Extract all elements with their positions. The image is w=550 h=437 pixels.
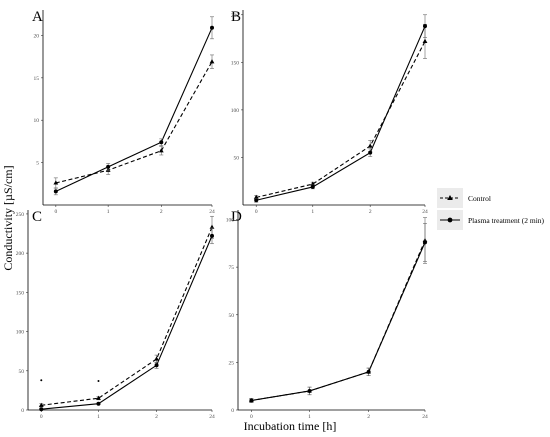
panel-b-point-circle-3 bbox=[423, 24, 427, 29]
panel-c-ytick-label-2: 100 bbox=[16, 330, 25, 336]
panel-b-series-line bbox=[256, 25, 426, 201]
panel-b-xtick-label-0: 0 bbox=[255, 209, 258, 215]
legend: Control Plasma treatment (2 min) bbox=[437, 188, 545, 230]
panel-b-point-circle-0 bbox=[254, 198, 259, 203]
panel-c-point-circle-0 bbox=[39, 407, 44, 412]
panel-d-series-control bbox=[248, 217, 428, 403]
panel-a-ytick-label-1: 10 bbox=[34, 118, 40, 124]
legend-label-control: Control bbox=[468, 194, 491, 203]
panel-b-letter: B bbox=[231, 9, 241, 25]
panel-c-xtick-label-2: 2 bbox=[155, 414, 158, 420]
panel-d-ytick-label-4: 100 bbox=[226, 218, 235, 224]
panel-b-xtick-label-1: 1 bbox=[311, 209, 314, 215]
panel-b-series-control bbox=[253, 23, 428, 200]
panel-b-xtick-label-3: 24 bbox=[422, 209, 428, 215]
panel-a-xtick-label-1: 1 bbox=[107, 209, 110, 215]
panel-d-point-circle-0 bbox=[249, 398, 254, 403]
panel-d-ytick-label-2: 50 bbox=[229, 313, 235, 319]
panel-a-ytick-label-2: 15 bbox=[34, 76, 40, 82]
panel-d-point-circle-1 bbox=[307, 388, 312, 393]
panel-b-ytick-label-3: 200 bbox=[231, 13, 240, 19]
panel-a-ytick-label-0: 5 bbox=[36, 161, 39, 167]
panel-d-xtick-label-0: 0 bbox=[250, 414, 253, 420]
panel-a-series-line bbox=[55, 61, 213, 184]
panel-d-point-circle-2 bbox=[366, 369, 371, 374]
panel-a-xtick-label-3: 24 bbox=[209, 209, 215, 215]
panel-b-ytick-label-2: 150 bbox=[231, 60, 240, 66]
panel-c-series-line bbox=[41, 235, 213, 410]
panel-c-ytick-label-1: 50 bbox=[19, 369, 25, 375]
panel-d-xtick-label-3: 24 bbox=[422, 414, 428, 420]
panel-d-xtick-label-2: 2 bbox=[367, 414, 370, 420]
panel-d-point-circle-3 bbox=[423, 240, 427, 245]
panel-a-point-circle-2 bbox=[159, 140, 164, 145]
panel-b-point-triangle-2 bbox=[367, 143, 373, 148]
panel-a-series-control bbox=[53, 54, 215, 189]
panel-d-xtick-label-1: 1 bbox=[308, 414, 311, 420]
legend-label-plasma: Plasma treatment (2 min) bbox=[468, 216, 545, 225]
panel-c-xtick-label-1: 1 bbox=[97, 414, 100, 420]
panel-c-series-line bbox=[41, 227, 213, 406]
panel-d-series-line bbox=[251, 240, 426, 402]
panel-c-ytick-label-3: 150 bbox=[16, 290, 25, 296]
panel-c-series-plasma bbox=[39, 227, 214, 412]
panel-a-point-circle-3 bbox=[210, 25, 214, 30]
panel-d-series-plasma bbox=[249, 223, 427, 403]
panel-a-point-circle-0 bbox=[53, 189, 58, 194]
panel-c: C 0 50 100 150 200 250 0 1 2 24 bbox=[16, 209, 215, 420]
panel-c-point-circle-1 bbox=[96, 401, 101, 406]
panel-c-outlier-1 bbox=[97, 379, 100, 382]
panel-d-ytick-label-3: 75 bbox=[229, 265, 235, 271]
panel-c-ytick-label-0: 0 bbox=[21, 408, 24, 414]
panel-c-point-circle-2 bbox=[154, 363, 159, 368]
panel-c-point-triangle-2 bbox=[154, 356, 159, 361]
panel-a-series-line bbox=[55, 27, 213, 192]
legend-key-marker-plasma bbox=[447, 217, 453, 223]
panel-c-ytick-label-5: 250 bbox=[16, 212, 25, 218]
panel-a-xtick-label-0: 0 bbox=[54, 209, 57, 215]
panel-d-ytick-label-0: 0 bbox=[231, 408, 234, 414]
x-axis-title: Incubation time [h] bbox=[244, 419, 337, 433]
panel-d-ytick-label-1: 25 bbox=[229, 360, 235, 366]
panel-a-point-triangle-3 bbox=[209, 59, 215, 64]
panel-b-series-plasma bbox=[254, 14, 427, 203]
panel-c-point-circle-3 bbox=[210, 233, 214, 238]
panel-d-series-line bbox=[251, 242, 426, 402]
y-axis-title: Conductivity [µS/cm] bbox=[1, 165, 15, 270]
panel-a-point-circle-1 bbox=[106, 164, 111, 169]
panel-c-point-triangle-1 bbox=[96, 395, 101, 400]
panel-b-point-circle-2 bbox=[368, 150, 373, 155]
legend-key-marker-control bbox=[447, 195, 453, 200]
panel-b-ytick-label-0: 50 bbox=[234, 155, 240, 161]
panel-a: A 5 10 15 20 0 1 2 24 bbox=[32, 9, 215, 215]
panel-c-series-control bbox=[38, 215, 215, 408]
panel-b-point-triangle-1 bbox=[310, 181, 316, 186]
panel-b-xtick-label-2: 2 bbox=[369, 209, 372, 215]
panel-c-outlier-0 bbox=[40, 379, 43, 382]
panel-a-series-plasma bbox=[53, 16, 214, 196]
panel-b-series-line bbox=[256, 41, 426, 198]
panel-b-point-triangle-3 bbox=[422, 38, 428, 43]
panel-d-letter: D bbox=[231, 209, 242, 225]
panel-b-ytick-label-1: 100 bbox=[231, 108, 240, 114]
panel-a-ytick-label-3: 20 bbox=[34, 33, 40, 39]
panel-d: D 0 25 50 75 100 0 1 2 24 bbox=[226, 209, 428, 420]
panel-c-letter: C bbox=[32, 209, 42, 225]
panel-b: B 50 100 150 200 0 1 2 24 bbox=[231, 9, 428, 215]
panel-a-letter: A bbox=[32, 9, 43, 25]
panel-c-ytick-label-4: 200 bbox=[16, 251, 25, 257]
panel-a-xtick-label-2: 2 bbox=[160, 209, 163, 215]
panel-c-xtick-label-3: 24 bbox=[209, 414, 215, 420]
panel-b-point-circle-1 bbox=[310, 184, 315, 189]
panel-c-point-triangle-0 bbox=[38, 402, 44, 407]
panel-a-point-triangle-2 bbox=[158, 148, 164, 153]
panel-c-xtick-label-0: 0 bbox=[40, 414, 43, 420]
panel-b-point-triangle-0 bbox=[253, 194, 259, 199]
panel-a-point-triangle-0 bbox=[53, 180, 59, 185]
